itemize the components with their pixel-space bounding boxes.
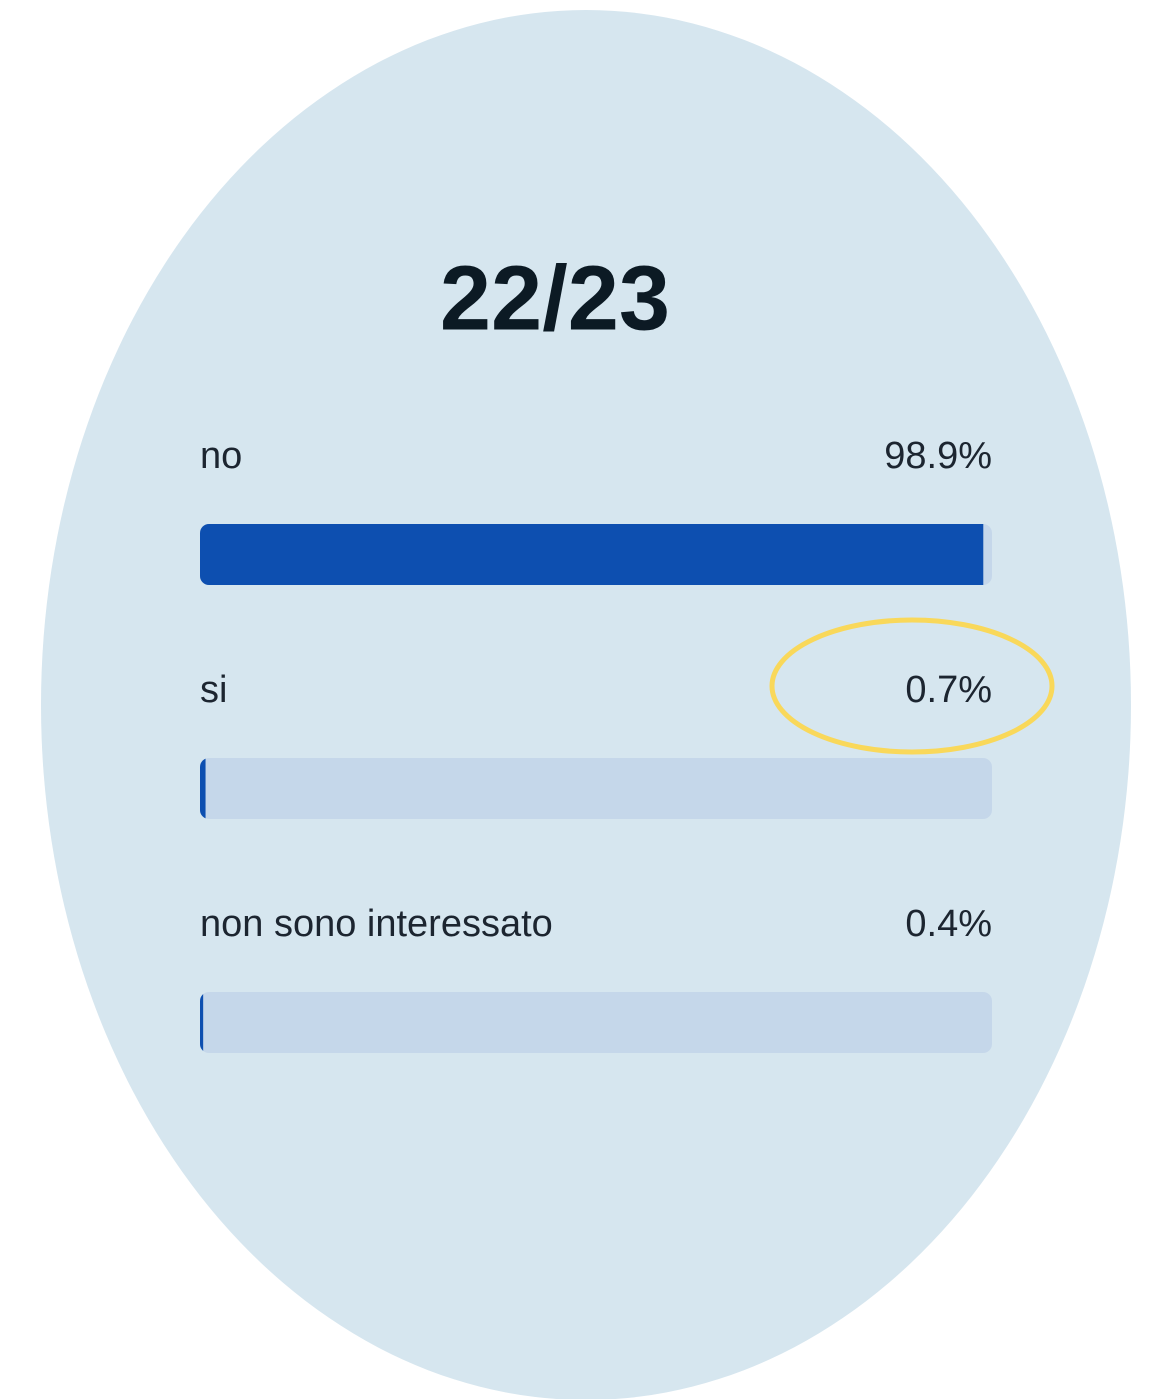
- bar-track: [200, 758, 992, 819]
- bar: [200, 992, 204, 1053]
- bar: [200, 758, 206, 819]
- highlight-circle: [769, 617, 1055, 755]
- bar-track: [200, 992, 992, 1053]
- bar: [200, 524, 984, 585]
- value-label: 0.4%: [905, 903, 992, 945]
- value-label: 0.7%: [905, 669, 992, 711]
- option-label: non sono interessato: [200, 903, 553, 945]
- option-label: no: [200, 435, 242, 477]
- option-label: si: [200, 669, 227, 711]
- value-label: 98.9%: [884, 435, 992, 477]
- chart-title: 22/23: [440, 247, 670, 349]
